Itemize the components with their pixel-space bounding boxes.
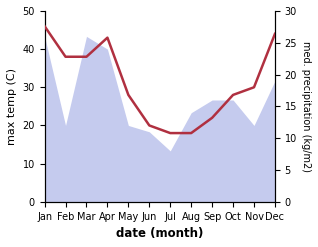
Y-axis label: max temp (C): max temp (C): [7, 68, 17, 145]
Y-axis label: med. precipitation (kg/m2): med. precipitation (kg/m2): [301, 41, 311, 172]
X-axis label: date (month): date (month): [116, 227, 204, 240]
